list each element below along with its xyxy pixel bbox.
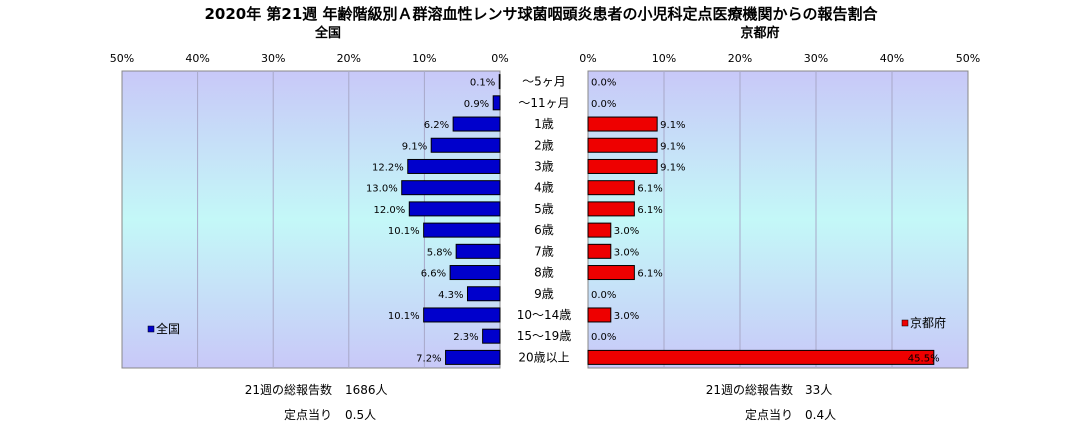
category-label: 15～19歳 [517, 329, 572, 343]
left-tick-label: 0% [491, 52, 508, 65]
right-data-label: 3.0% [614, 226, 639, 237]
right-tick-label: 30% [804, 52, 828, 65]
left-bar [482, 328, 501, 344]
right-data-label: 0.0% [591, 290, 616, 301]
left-total-label: 21週の総報告数 [245, 382, 332, 397]
right-bar [587, 222, 612, 238]
right-tick-label: 10% [652, 52, 676, 65]
left-data-label: 13.0% [366, 184, 398, 195]
left-data-label: 10.1% [388, 311, 420, 322]
left-bar [408, 201, 501, 217]
left-data-label: 9.1% [402, 141, 427, 152]
category-label: 7歳 [534, 244, 554, 258]
right-data-label: 9.1% [660, 120, 685, 131]
right-bar [587, 158, 658, 174]
category-label: 5歳 [534, 202, 554, 216]
category-label: 10～14歳 [517, 308, 572, 322]
left-data-label: 6.6% [421, 269, 446, 280]
right-data-label: 6.1% [637, 205, 662, 216]
chart-title: 2020年 第21週 年齢階級別Ａ群溶血性レンサ球菌咽頭炎患者の小児科定点医療機… [204, 5, 878, 23]
right-bar [587, 180, 635, 196]
right-legend-swatch [901, 319, 909, 327]
category-label: 9歳 [534, 287, 554, 301]
left-bar [455, 243, 501, 259]
category-label: 6歳 [534, 223, 554, 237]
left-data-label: 2.3% [453, 332, 478, 343]
right-data-label: 3.0% [614, 247, 639, 258]
left-tick-label: 10% [412, 52, 436, 65]
left-bar [401, 180, 501, 196]
right-per-value: 0.4人 [805, 408, 836, 422]
left-bar [492, 95, 501, 111]
left-data-label: 12.2% [372, 162, 404, 173]
category-label: 20歳以上 [518, 350, 569, 364]
right-data-label: 9.1% [660, 141, 685, 152]
left-data-label: 7.2% [416, 353, 441, 364]
right-data-label: 6.1% [637, 269, 662, 280]
right-per-label: 定点当り [745, 407, 793, 422]
category-label: 1歳 [534, 117, 554, 131]
left-per-value: 0.5人 [345, 408, 376, 422]
right-bar [587, 116, 658, 132]
left-data-label: 10.1% [388, 226, 420, 237]
category-label: 3歳 [534, 159, 554, 173]
left-bar [423, 307, 501, 323]
left-data-label: 12.0% [373, 205, 405, 216]
left-legend-label: 全国 [156, 321, 180, 336]
right-bar [587, 307, 612, 323]
left-data-label: 4.3% [438, 290, 463, 301]
right-legend-label: 京都府 [910, 315, 946, 330]
left-data-label: 5.8% [427, 247, 452, 258]
left-total-value: 1686人 [345, 383, 388, 397]
left-data-label: 0.9% [464, 99, 489, 110]
left-bar [466, 286, 501, 302]
right-tick-label: 0% [579, 52, 596, 65]
left-bar [452, 116, 501, 132]
category-label: 8歳 [534, 266, 554, 280]
right-tick-label: 40% [880, 52, 904, 65]
left-bar [423, 222, 501, 238]
right-total-value: 33人 [805, 383, 832, 397]
category-label: 4歳 [534, 181, 554, 195]
right-data-label: 0.0% [591, 332, 616, 343]
right-data-label: 9.1% [660, 162, 685, 173]
right-data-label: 0.0% [591, 99, 616, 110]
right-bar [587, 349, 935, 365]
right-total-label: 21週の総報告数 [706, 382, 793, 397]
left-data-label: 0.1% [470, 78, 495, 89]
left-tick-label: 50% [110, 52, 134, 65]
left-bar [407, 158, 501, 174]
right-bar [587, 265, 635, 281]
category-label: 2歳 [534, 138, 554, 152]
right-panel-title: 京都府 [740, 25, 779, 41]
right-data-label: 3.0% [614, 311, 639, 322]
left-data-label: 6.2% [424, 120, 449, 131]
left-per-label: 定点当り [284, 407, 332, 422]
right-data-label: 6.1% [637, 184, 662, 195]
right-data-label: 45.5% [908, 353, 940, 364]
left-tick-label: 20% [337, 52, 361, 65]
left-legend-swatch [147, 325, 155, 333]
right-data-label: 0.0% [591, 78, 616, 89]
left-bar [445, 349, 501, 365]
right-bar [587, 137, 658, 153]
left-bar [430, 137, 501, 153]
left-tick-label: 30% [261, 52, 285, 65]
right-tick-label: 50% [956, 52, 980, 65]
right-bar [587, 243, 612, 259]
left-bar [449, 265, 501, 281]
left-bar [498, 74, 501, 90]
left-tick-label: 40% [185, 52, 209, 65]
right-tick-label: 20% [728, 52, 752, 65]
right-bar [587, 201, 635, 217]
category-label: ～5ヶ月 [522, 75, 566, 89]
left-panel-title: 全国 [314, 25, 341, 41]
category-label: ～11ヶ月 [518, 96, 569, 110]
